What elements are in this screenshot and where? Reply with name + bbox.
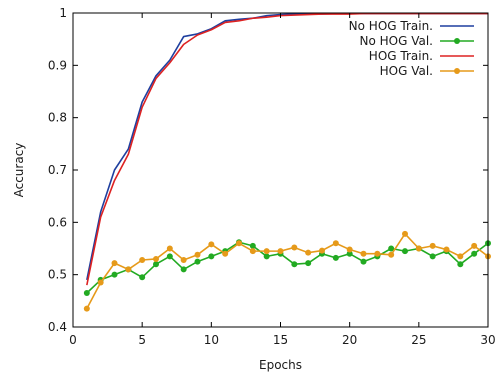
ticks-layer: 0 5 10 15 20 25 30 0.4 0.5 0.6 0.7 0.8 0.9 1 bbox=[48, 6, 496, 347]
data-point-hog-val bbox=[263, 248, 270, 255]
data-point-no-hog-val bbox=[332, 254, 339, 261]
data-point-hog-val bbox=[319, 247, 325, 254]
data-point-no-hog-val bbox=[402, 248, 408, 255]
data-point-hog-val bbox=[332, 240, 339, 247]
data-point-no-hog-val bbox=[111, 271, 118, 278]
data-point-no-hog-val bbox=[471, 250, 478, 257]
data-point-no-hog-val bbox=[429, 253, 436, 260]
x-tick-label: 25 bbox=[411, 333, 426, 347]
data-point-hog-val bbox=[374, 250, 381, 257]
data-point-hog-val bbox=[236, 240, 242, 247]
data-point-hog-val bbox=[360, 250, 367, 257]
data-point-hog-val bbox=[415, 245, 422, 252]
data-point-hog-val bbox=[166, 245, 173, 252]
y-tick-label: 0.7 bbox=[48, 163, 67, 177]
data-point-hog-val bbox=[443, 246, 450, 253]
data-point-no-hog-val bbox=[263, 253, 270, 260]
data-point-no-hog-val bbox=[83, 289, 90, 296]
data-point-hog-val bbox=[471, 242, 478, 249]
data-point-no-hog-val bbox=[180, 266, 187, 273]
data-point-hog-val bbox=[429, 242, 436, 249]
x-tick-label: 15 bbox=[273, 333, 288, 347]
y-tick-label: 0.8 bbox=[48, 111, 67, 125]
data-point-hog-val bbox=[83, 305, 90, 312]
legend-label-hog-val: HOG Val. bbox=[380, 64, 433, 78]
data-point-hog-val bbox=[388, 251, 395, 258]
data-point-hog-val bbox=[153, 255, 159, 262]
legend: No HOG Train.No HOG Val.HOG Train.HOG Va… bbox=[349, 19, 474, 78]
data-point-no-hog-val bbox=[194, 258, 201, 265]
data-point-no-hog-val bbox=[305, 260, 312, 267]
legend-label-hog-train: HOG Train. bbox=[369, 49, 433, 63]
data-point-no-hog-val bbox=[360, 258, 367, 265]
data-point-no-hog-val bbox=[457, 261, 464, 268]
y-tick-label: 0.6 bbox=[48, 215, 67, 229]
x-tick-label: 5 bbox=[138, 333, 146, 347]
data-point-no-hog-val bbox=[291, 261, 298, 268]
data-point-no-hog-val bbox=[388, 245, 395, 252]
data-point-hog-val bbox=[208, 241, 215, 248]
legend-marker-hog-val bbox=[454, 68, 460, 74]
y-tick-label: 0.9 bbox=[48, 58, 67, 72]
data-point-hog-val bbox=[277, 248, 284, 255]
x-tick-label: 10 bbox=[204, 333, 219, 347]
data-point-hog-val bbox=[180, 257, 187, 264]
legend-label-no-hog-train: No HOG Train. bbox=[349, 19, 433, 33]
legend-marker-no-hog-val bbox=[454, 38, 460, 44]
data-point-no-hog-val bbox=[208, 253, 215, 260]
legend-label-no-hog-val: No HOG Val. bbox=[360, 34, 434, 48]
data-point-hog-val bbox=[305, 249, 312, 256]
x-tick-label: 30 bbox=[480, 333, 495, 347]
y-tick-label: 1 bbox=[59, 6, 67, 20]
y-tick-label: 0.4 bbox=[48, 320, 67, 334]
y-tick-label: 0.5 bbox=[48, 268, 67, 282]
data-point-hog-val bbox=[457, 253, 464, 260]
data-point-no-hog-val bbox=[153, 261, 159, 268]
data-point-hog-val bbox=[249, 248, 256, 255]
series-line-hog-train bbox=[86, 12, 488, 286]
data-point-no-hog-val bbox=[139, 274, 146, 281]
data-point-no-hog-val bbox=[166, 253, 173, 260]
data-point-hog-val bbox=[402, 230, 408, 237]
x-tick-label: 0 bbox=[69, 333, 77, 347]
series-layer bbox=[83, 12, 491, 312]
x-tick-label: 20 bbox=[342, 333, 357, 347]
data-point-hog-val bbox=[125, 266, 132, 273]
data-point-hog-val bbox=[97, 279, 104, 286]
y-axis-title: Accuracy bbox=[12, 143, 26, 198]
x-axis-title: Epochs bbox=[259, 358, 302, 372]
data-point-no-hog-val bbox=[346, 250, 353, 257]
data-point-hog-val bbox=[194, 251, 201, 258]
data-point-hog-val bbox=[346, 246, 353, 253]
data-point-hog-val bbox=[291, 244, 298, 251]
data-point-hog-val bbox=[139, 257, 146, 264]
data-point-hog-val bbox=[111, 260, 118, 267]
data-point-no-hog-val bbox=[249, 242, 256, 249]
data-point-hog-val bbox=[222, 250, 229, 257]
